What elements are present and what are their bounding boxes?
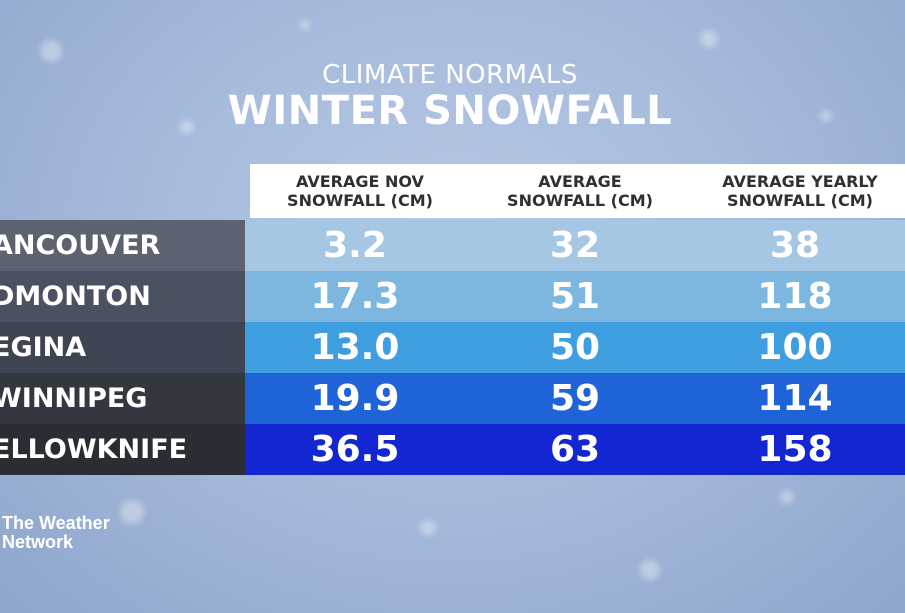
value-yearly: 158 — [757, 429, 833, 470]
table-row: ELLOWKNIFE 36.5 63 158 — [0, 424, 905, 475]
logo-line-2: Network — [2, 532, 74, 552]
column-header-yearly-line2: SNOWFALL (CM) — [727, 191, 873, 210]
city-cell: WINNIPEG — [0, 373, 245, 424]
chart-title: WINTER SNOWFALL — [227, 88, 673, 134]
value-average: 32 — [549, 225, 601, 266]
column-header-average-line1: AVERAGE — [538, 172, 622, 191]
city-label: WINNIPEG — [0, 383, 148, 414]
table-row: DMONTON 17.3 51 118 — [0, 271, 905, 322]
table-header: AVERAGE NOV SNOWFALL (CM) AVERAGE SNOWFALL… — [250, 164, 905, 218]
value-nov: 3.2 — [323, 225, 387, 266]
city-label: EGINA — [0, 332, 87, 363]
column-header-average-line2: SNOWFALL (CM) — [507, 191, 653, 210]
city-cell: DMONTON — [0, 271, 245, 322]
row-values: 13.0 50 100 — [245, 322, 905, 373]
value-nov: 36.5 — [310, 429, 400, 470]
city-cell: ANCOUVER — [0, 220, 245, 271]
table-row: WINNIPEG 19.9 59 114 — [0, 373, 905, 424]
table-row: ANCOUVER 3.2 32 38 — [0, 220, 905, 271]
logo-line-1: The Weather — [2, 513, 110, 533]
row-values: 17.3 51 118 — [245, 271, 905, 322]
city-label: ELLOWKNIFE — [0, 434, 188, 465]
value-yearly: 114 — [757, 378, 833, 419]
value-average: 59 — [549, 378, 601, 419]
column-header-nov-line2: SNOWFALL (CM) — [287, 191, 433, 210]
value-nov: 19.9 — [310, 378, 400, 419]
column-header-yearly: AVERAGE YEARLY SNOWFALL (CM) — [690, 164, 905, 218]
weather-network-logo: The Weather Network — [2, 514, 110, 552]
value-yearly: 100 — [757, 327, 833, 368]
row-values: 36.5 63 158 — [245, 424, 905, 475]
value-yearly: 118 — [757, 276, 833, 317]
row-values: 3.2 32 38 — [245, 220, 905, 271]
value-yearly: 38 — [769, 225, 821, 266]
city-label: ANCOUVER — [0, 230, 161, 261]
value-nov: 17.3 — [310, 276, 400, 317]
column-header-nov-line1: AVERAGE NOV — [296, 172, 424, 191]
value-nov: 13.0 — [310, 327, 400, 368]
table-row: EGINA 13.0 50 100 — [0, 322, 905, 373]
value-average: 50 — [549, 327, 601, 368]
value-average: 51 — [549, 276, 601, 317]
column-header-yearly-line1: AVERAGE YEARLY — [722, 172, 878, 191]
column-header-nov: AVERAGE NOV SNOWFALL (CM) — [250, 164, 470, 218]
city-cell: EGINA — [0, 322, 245, 373]
row-values: 19.9 59 114 — [245, 373, 905, 424]
chart-subtitle: CLIMATE NORMALS — [322, 60, 578, 90]
city-cell: ELLOWKNIFE — [0, 424, 245, 475]
value-average: 63 — [549, 429, 601, 470]
city-label: DMONTON — [0, 281, 151, 312]
column-header-average: AVERAGE SNOWFALL (CM) — [470, 164, 690, 218]
